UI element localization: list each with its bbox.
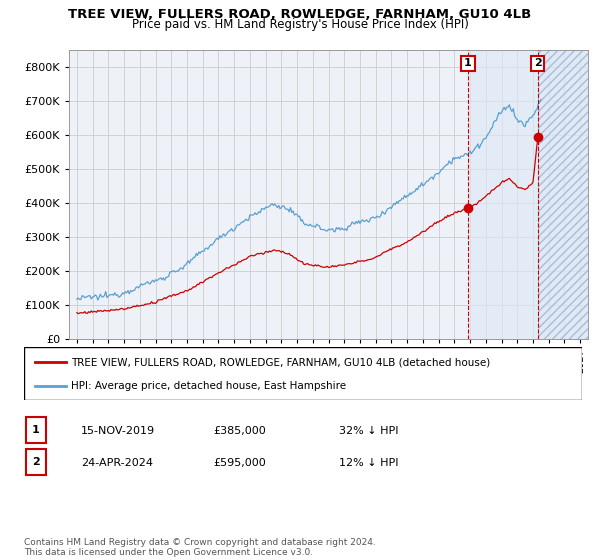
FancyBboxPatch shape (26, 417, 46, 443)
Text: HPI: Average price, detached house, East Hampshire: HPI: Average price, detached house, East… (71, 380, 347, 390)
Text: 2: 2 (534, 58, 542, 68)
Text: £385,000: £385,000 (213, 426, 266, 436)
Text: 2: 2 (32, 457, 40, 466)
Bar (538, 50, 588, 339)
Text: 1: 1 (32, 425, 40, 435)
Bar (538, 50, 588, 339)
Text: 24-APR-2024: 24-APR-2024 (81, 458, 153, 468)
Text: TREE VIEW, FULLERS ROAD, ROWLEDGE, FARNHAM, GU10 4LB (detached house): TREE VIEW, FULLERS ROAD, ROWLEDGE, FARNH… (71, 357, 491, 367)
Text: 15-NOV-2019: 15-NOV-2019 (81, 426, 155, 436)
Text: 1: 1 (464, 58, 472, 68)
Text: Contains HM Land Registry data © Crown copyright and database right 2024.
This d: Contains HM Land Registry data © Crown c… (24, 538, 376, 557)
Text: 32% ↓ HPI: 32% ↓ HPI (339, 426, 398, 436)
FancyBboxPatch shape (24, 347, 582, 400)
Text: 12% ↓ HPI: 12% ↓ HPI (339, 458, 398, 468)
Text: TREE VIEW, FULLERS ROAD, ROWLEDGE, FARNHAM, GU10 4LB: TREE VIEW, FULLERS ROAD, ROWLEDGE, FARNH… (68, 8, 532, 21)
Bar (468, 50, 588, 339)
Text: Price paid vs. HM Land Registry's House Price Index (HPI): Price paid vs. HM Land Registry's House … (131, 18, 469, 31)
Text: £595,000: £595,000 (213, 458, 266, 468)
FancyBboxPatch shape (26, 449, 46, 475)
